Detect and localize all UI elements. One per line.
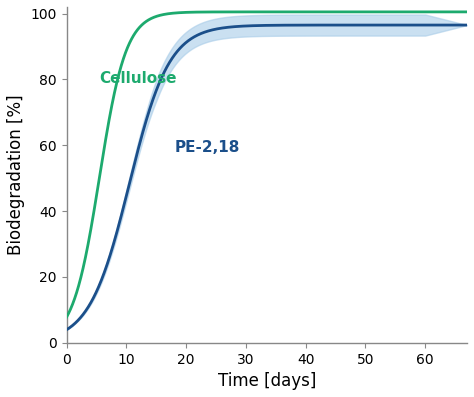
Text: Cellulose: Cellulose — [100, 71, 177, 86]
Text: PE-2,18: PE-2,18 — [174, 140, 239, 155]
X-axis label: Time [days]: Time [days] — [218, 372, 316, 390]
Y-axis label: Biodegradation [%]: Biodegradation [%] — [7, 94, 25, 255]
